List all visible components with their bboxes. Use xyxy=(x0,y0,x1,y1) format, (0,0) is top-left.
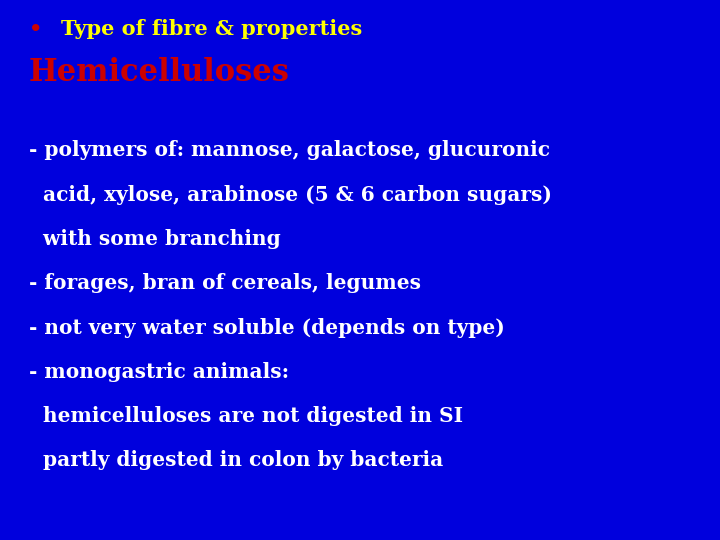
Text: Hemicelluloses: Hemicelluloses xyxy=(29,57,289,87)
Text: hemicelluloses are not digested in SI: hemicelluloses are not digested in SI xyxy=(29,406,463,426)
Text: partly digested in colon by bacteria: partly digested in colon by bacteria xyxy=(29,450,443,470)
Text: acid, xylose, arabinose (5 & 6 carbon sugars): acid, xylose, arabinose (5 & 6 carbon su… xyxy=(29,185,552,205)
Text: - not very water soluble (depends on type): - not very water soluble (depends on typ… xyxy=(29,318,505,338)
Text: - forages, bran of cereals, legumes: - forages, bran of cereals, legumes xyxy=(29,273,420,293)
Text: Type of fibre & properties: Type of fibre & properties xyxy=(61,19,362,39)
Text: •: • xyxy=(29,19,42,39)
Text: with some branching: with some branching xyxy=(29,229,281,249)
Text: - polymers of: mannose, galactose, glucuronic: - polymers of: mannose, galactose, glucu… xyxy=(29,140,550,160)
Text: - monogastric animals:: - monogastric animals: xyxy=(29,362,289,382)
